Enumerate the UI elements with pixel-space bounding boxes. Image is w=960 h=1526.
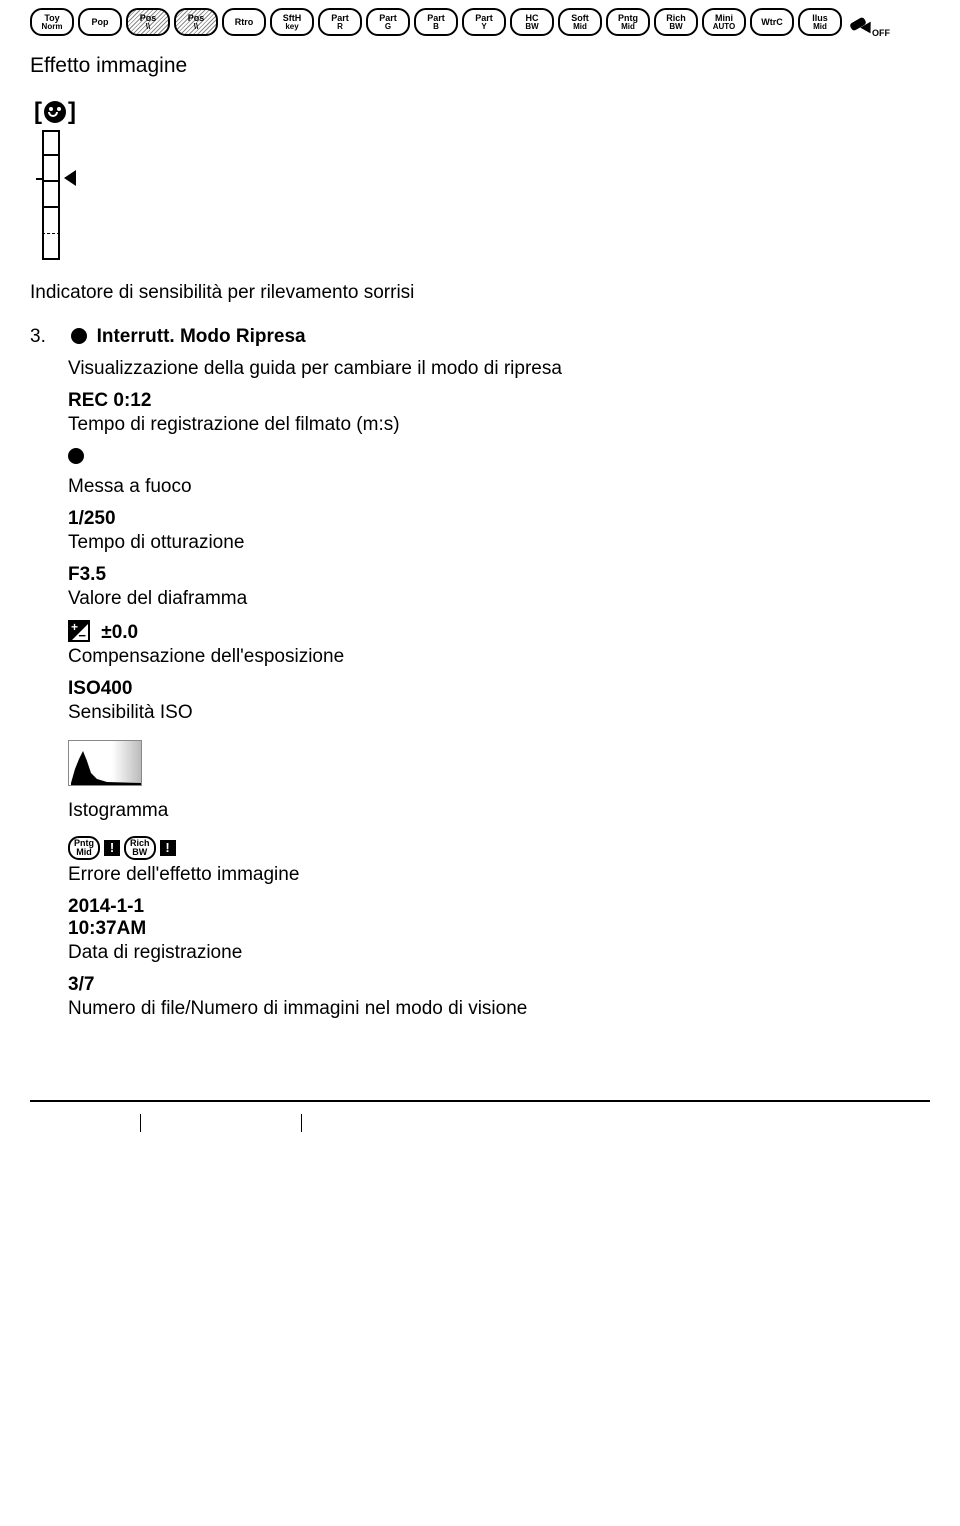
item-desc: Visualizzazione della guida per cambiare… [68,358,930,380]
effect-off-icon: OFF [846,8,890,36]
ev-desc: Compensazione dell'esposizione [68,646,930,668]
smile-gauge [42,130,60,260]
item-title: Interrutt. Modo Ripresa [97,326,306,347]
effect-mode-icon: HCBW [510,8,554,36]
effect-icon-strip: ToyNormPopPos\\Pos\\RtroSftHkeyPartRPart… [30,8,930,36]
effect-mode-icon: PntgMid [606,8,650,36]
histogram-block: Istogramma [68,740,930,822]
shutter-desc: Tempo di otturazione [68,532,930,554]
smile-face-icon: [ ] [34,98,930,126]
shutter-term: 1/250 [68,508,930,530]
aperture-desc: Valore del diaframma [68,588,930,610]
effect-mode-icon: Pos\\ [174,8,218,36]
bullet-icon [71,328,87,344]
gauge-pointer-icon [64,170,76,186]
exposure-comp-icon: +− [68,620,90,642]
effect-mode-icon: WtrC [750,8,794,36]
rec-desc: Tempo di registrazione del filmato (m:s) [68,414,930,436]
effect-mode-icon: PartY [462,8,506,36]
aperture-term: F3.5 [68,564,930,586]
effect-mode-icon: RichBW [654,8,698,36]
file-block: 3/7 Numero di file/Numero di immagini ne… [68,974,930,1020]
iso-desc: Sensibilità ISO [68,702,930,724]
rec-block: REC 0:12 Tempo di registrazione del film… [68,390,930,436]
time-value: 10:37AM [68,918,930,940]
iso-block: ISO400 Sensibilità ISO [68,678,930,724]
focus-block: Messa a fuoco [68,446,930,498]
error-badge-icon: PntgMid [68,836,100,860]
error-badge-icon: RichBW [124,836,156,860]
error-block: PntgMid!RichBW! Errore dell'effetto imma… [68,836,930,886]
error-flag-icon: ! [104,840,120,856]
ev-value: ±0.0 [101,622,138,643]
ev-block: +− ±0.0 Compensazione dell'esposizione [68,620,930,668]
footer-rule [30,1100,930,1102]
aperture-block: F3.5 Valore del diaframma [68,564,930,610]
effect-mode-icon: PartB [414,8,458,36]
list-item-3: 3. Interrutt. Modo Ripresa Visualizzazio… [30,326,930,380]
effect-mode-icon: PartG [366,8,410,36]
effect-mode-icon: Rtro [222,8,266,36]
effect-mode-icon: IlusMid [798,8,842,36]
rec-term: REC 0:12 [68,390,930,412]
file-term: 3/7 [68,974,930,996]
effect-mode-icon: SoftMid [558,8,602,36]
file-desc: Numero di file/Numero di immagini nel mo… [68,998,930,1020]
section-title-effetto: Effetto immagine [30,54,930,78]
effect-mode-icon: PartR [318,8,362,36]
effect-mode-icon: MiniAUTO [702,8,746,36]
focus-desc: Messa a fuoco [68,476,930,498]
page: ToyNormPopPos\\Pos\\RtroSftHkeyPartRPart… [0,8,960,1164]
date-block: 2014-1-1 10:37AM Data di registrazione [68,896,930,964]
focus-dot-icon [68,448,84,464]
histogram-icon [68,740,142,786]
effect-mode-icon: SftHkey [270,8,314,36]
iso-term: ISO400 [68,678,930,700]
date-value: 2014-1-1 [68,896,930,918]
histogram-caption: Istogramma [68,800,930,822]
smile-sensitivity-indicator: [ ] [34,98,930,260]
effect-mode-icon: Pos\\ [126,8,170,36]
error-caption: Errore dell'effetto immagine [68,864,930,886]
footer-separators [30,1112,930,1134]
smile-caption: Indicatore di sensibilità per rilevament… [30,282,930,304]
effect-mode-icon: ToyNorm [30,8,74,36]
error-flag-icon: ! [160,840,176,856]
effect-mode-icon: Pop [78,8,122,36]
item-number: 3. [30,326,60,348]
date-desc: Data di registrazione [68,942,930,964]
shutter-block: 1/250 Tempo di otturazione [68,508,930,554]
